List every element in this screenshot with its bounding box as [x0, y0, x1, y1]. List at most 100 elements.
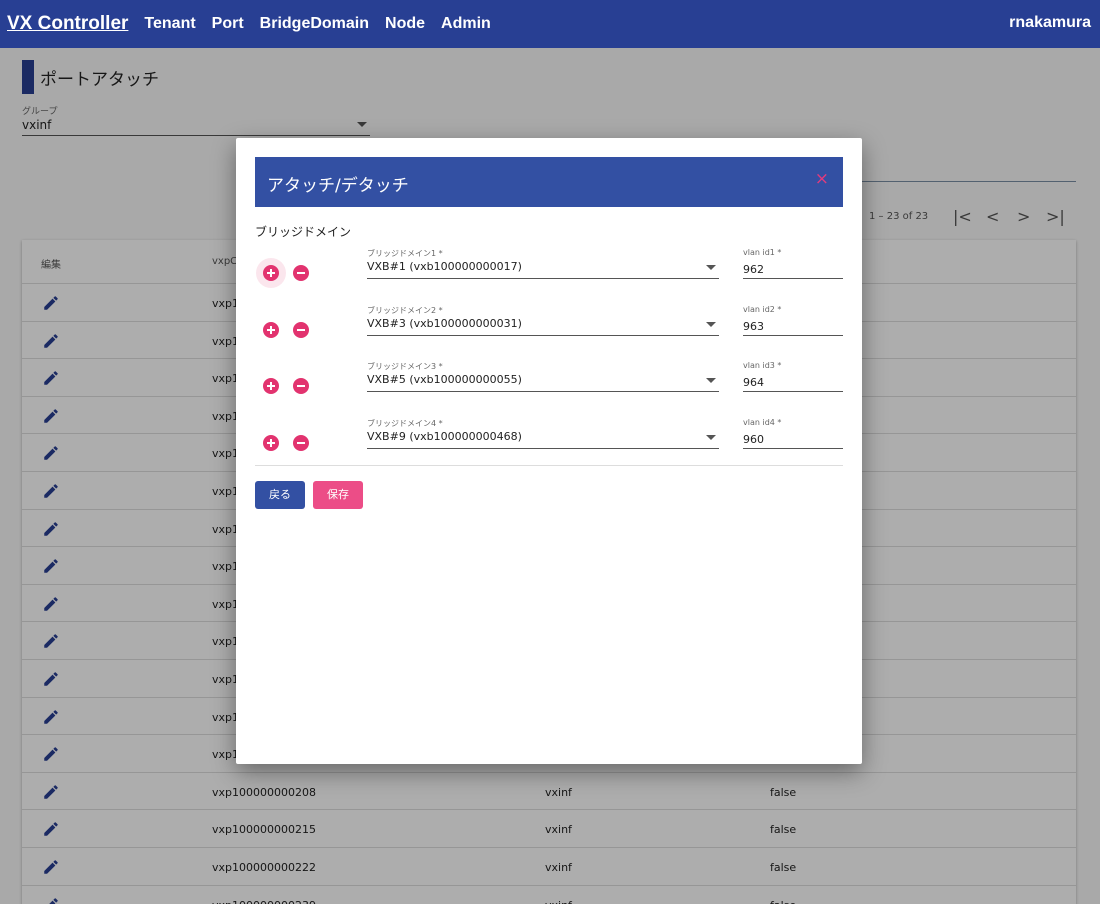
dropdown-arrow-icon: [706, 265, 716, 270]
dropdown-arrow-icon: [706, 322, 716, 327]
vlan-id-label: vlan id1 *: [743, 248, 782, 257]
port-id-cell: vxp1: [212, 710, 240, 724]
table-row: vxp100000000222 vxinf false: [22, 847, 1076, 885]
dropdown-arrow-icon: [357, 122, 367, 127]
vlan-id-input-3[interactable]: [743, 373, 843, 392]
nav-link-node[interactable]: Node: [385, 15, 426, 32]
add-row-icon[interactable]: [263, 265, 279, 281]
remove-row-icon[interactable]: [293, 322, 309, 338]
group-cell: vxinf: [545, 823, 572, 837]
group-cell: vxinf: [545, 861, 572, 874]
back-button[interactable]: 戻る: [255, 481, 305, 509]
save-button[interactable]: 保存: [313, 481, 363, 509]
nav-link-tenant[interactable]: Tenant: [144, 15, 196, 32]
filter-input-underline[interactable]: [860, 181, 1076, 182]
edit-pencil-icon[interactable]: [42, 332, 60, 350]
edit-pencil-icon[interactable]: [42, 632, 60, 650]
page-title: ポートアタッチ: [40, 70, 159, 90]
edit-pencil-icon[interactable]: [42, 708, 60, 726]
nav-link-port[interactable]: Port: [211, 15, 244, 32]
port-id-cell: vxp1: [212, 673, 240, 686]
port-id-cell: vxp1: [212, 522, 240, 536]
bridge-domain-select-1[interactable]: VXB#1 (vxb100000000017): [367, 260, 719, 279]
edit-pencil-icon[interactable]: [42, 557, 60, 575]
nav-link-bridgedomain[interactable]: BridgeDomain: [259, 15, 370, 32]
dropdown-arrow-icon: [706, 378, 716, 383]
add-row-icon[interactable]: [263, 322, 279, 338]
port-id-cell: vxp1: [212, 409, 240, 423]
edit-pencil-icon[interactable]: [42, 369, 60, 387]
dropdown-arrow-icon: [706, 435, 716, 440]
bridge-domain-value: VXB#5 (vxb100000000055): [367, 373, 522, 386]
bridge-domain-value: VXB#9 (vxb100000000468): [367, 430, 522, 443]
port-id-cell: vxp1: [212, 560, 240, 574]
table-row: vxp100000000215 vxinf false: [22, 809, 1076, 847]
close-icon[interactable]: ×: [814, 169, 829, 189]
dialog-divider: [255, 465, 843, 466]
edit-pencil-icon[interactable]: [42, 294, 60, 312]
attach-detach-dialog: アタッチ/デタッチ × ブリッジドメイン ブリッジドメイン1 * VXB#1 (…: [236, 138, 862, 764]
edit-pencil-icon[interactable]: [42, 520, 60, 538]
vlan-id-input-1[interactable]: [743, 260, 843, 279]
brand-link[interactable]: VX Controller: [7, 13, 129, 34]
edit-pencil-icon[interactable]: [42, 444, 60, 462]
bridge-domain-label: ブリッジドメイン2 *: [367, 306, 443, 315]
edit-pencil-icon[interactable]: [42, 820, 60, 838]
edit-pencil-icon[interactable]: [42, 670, 60, 688]
add-row-icon[interactable]: [263, 435, 279, 451]
dialog-header: アタッチ/デタッチ ×: [255, 157, 843, 207]
edit-pencil-icon[interactable]: [42, 783, 60, 801]
group-cell: vxinf: [545, 899, 572, 904]
flag-cell: false: [770, 823, 797, 837]
port-id-cell: vxp100000000215: [212, 823, 316, 837]
flag-cell: false: [770, 861, 797, 874]
port-id-cell: vxp1: [212, 635, 240, 649]
port-id-cell: vxp1: [212, 334, 240, 348]
bridge-domain-row-3: ブリッジドメイン3 * VXB#5 (vxb100000000055) vlan…: [255, 361, 843, 417]
edit-pencil-icon[interactable]: [42, 595, 60, 613]
table-row: vxp100000000208 vxinf false: [22, 771, 1076, 810]
edit-pencil-icon[interactable]: [42, 407, 60, 425]
vlan-id-label: vlan id3 *: [743, 361, 782, 370]
bridge-domain-label: ブリッジドメイン4 *: [367, 419, 443, 428]
remove-row-icon[interactable]: [293, 435, 309, 451]
port-id-cell: vxp1: [212, 485, 240, 498]
port-id-cell: vxp1: [212, 597, 240, 611]
vlan-id-label: vlan id4 *: [743, 418, 782, 427]
edit-pencil-icon[interactable]: [42, 858, 60, 876]
bridge-domain-row-4: ブリッジドメイン4 * VXB#9 (vxb100000000468) vlan…: [255, 418, 843, 474]
next-page-icon[interactable]: >: [1017, 207, 1031, 226]
edit-pencil-icon[interactable]: [42, 896, 60, 904]
flag-cell: false: [770, 899, 796, 904]
dialog-title: アタッチ/デタッチ: [267, 176, 409, 196]
group-cell: vxinf: [545, 785, 572, 799]
nav-link-admin[interactable]: Admin: [441, 15, 491, 32]
first-page-icon[interactable]: |<: [953, 207, 972, 226]
edit-pencil-icon[interactable]: [42, 745, 60, 763]
port-id-cell: vxp100000000208: [212, 785, 316, 799]
bridge-domain-select-2[interactable]: VXB#3 (vxb100000000031): [367, 317, 719, 336]
prev-page-icon[interactable]: <: [986, 207, 1000, 226]
last-page-icon[interactable]: >|: [1046, 207, 1065, 226]
bridge-domain-select-4[interactable]: VXB#9 (vxb100000000468): [367, 430, 719, 449]
user-name[interactable]: rnakamura: [1009, 14, 1091, 31]
port-id-cell: vxp1: [212, 447, 240, 461]
remove-row-icon[interactable]: [293, 265, 309, 281]
vlan-id-input-2[interactable]: [743, 317, 843, 336]
remove-row-icon[interactable]: [293, 378, 309, 394]
group-select[interactable]: vxinf: [22, 118, 370, 136]
bridge-domain-label: ブリッジドメイン3 *: [367, 362, 443, 371]
port-id-cell: vxp1: [212, 297, 240, 310]
page-title-accent: [22, 60, 34, 94]
bridge-domain-select-3[interactable]: VXB#5 (vxb100000000055): [367, 373, 719, 392]
bridge-domain-value: VXB#1 (vxb100000000017): [367, 260, 522, 273]
edit-pencil-icon[interactable]: [42, 482, 60, 500]
vlan-id-input-4[interactable]: [743, 430, 843, 449]
column-header-id: vxpC: [212, 256, 238, 267]
bridge-domain-label: ブリッジドメイン1 *: [367, 249, 443, 258]
paginator-range: 1 – 23 of 23: [869, 211, 929, 222]
add-row-icon[interactable]: [263, 378, 279, 394]
table-row: vxp100000000239 vxinf false: [22, 884, 1076, 904]
bridge-domain-row-2: ブリッジドメイン2 * VXB#3 (vxb100000000031) vlan…: [255, 305, 843, 361]
column-header-edit: 編集: [41, 260, 61, 271]
